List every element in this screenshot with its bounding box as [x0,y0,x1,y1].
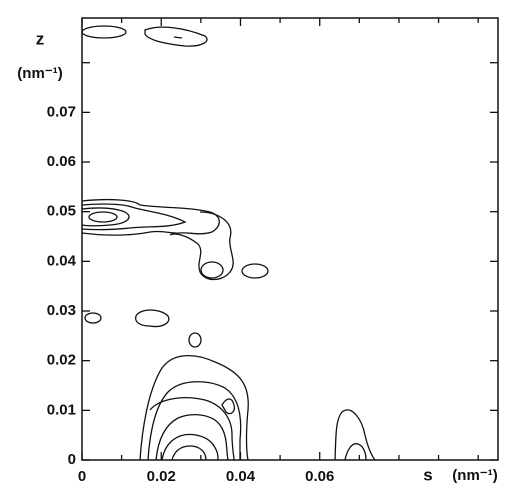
contour [147,381,242,461]
x-tick-label: 0.06 [305,468,334,485]
contour [171,445,207,461]
contour [139,355,249,461]
x-tick-label: 0.02 [147,468,176,485]
contour [221,398,236,415]
contour [161,433,219,461]
y-tick-label: 0.05 [47,203,76,220]
contour [134,309,170,328]
contour [169,211,234,281]
y-tick-label: 0.06 [47,153,76,170]
contour [88,211,118,223]
plot-frame [81,17,499,461]
contour [81,198,220,236]
y-unit: (nm⁻¹) [17,65,62,82]
x-label: s [423,465,432,484]
contour [188,332,202,348]
contour [334,409,376,461]
x-unit: (nm⁻¹) [452,467,497,484]
x-tick-label: 0 [78,468,86,485]
contour [149,397,235,461]
contour [144,26,208,47]
y-tick-label: 0 [68,451,76,468]
y-tick-label: 0.01 [47,401,76,418]
contour [81,207,130,227]
contour [241,263,269,279]
contour [200,261,224,279]
y-label: z [36,29,45,48]
contour [155,414,229,461]
contour [173,36,183,39]
y-tick-label: 0.02 [47,352,76,369]
y-tick-label: 0.03 [47,302,76,319]
y-tick-label: 0.04 [47,252,77,269]
contour [81,25,127,39]
contours [81,25,376,461]
x-tick-label: 0.04 [226,468,256,485]
y-tick-label: 0.07 [47,103,76,120]
contour [344,443,367,461]
contour [84,312,102,324]
contour [81,203,187,231]
